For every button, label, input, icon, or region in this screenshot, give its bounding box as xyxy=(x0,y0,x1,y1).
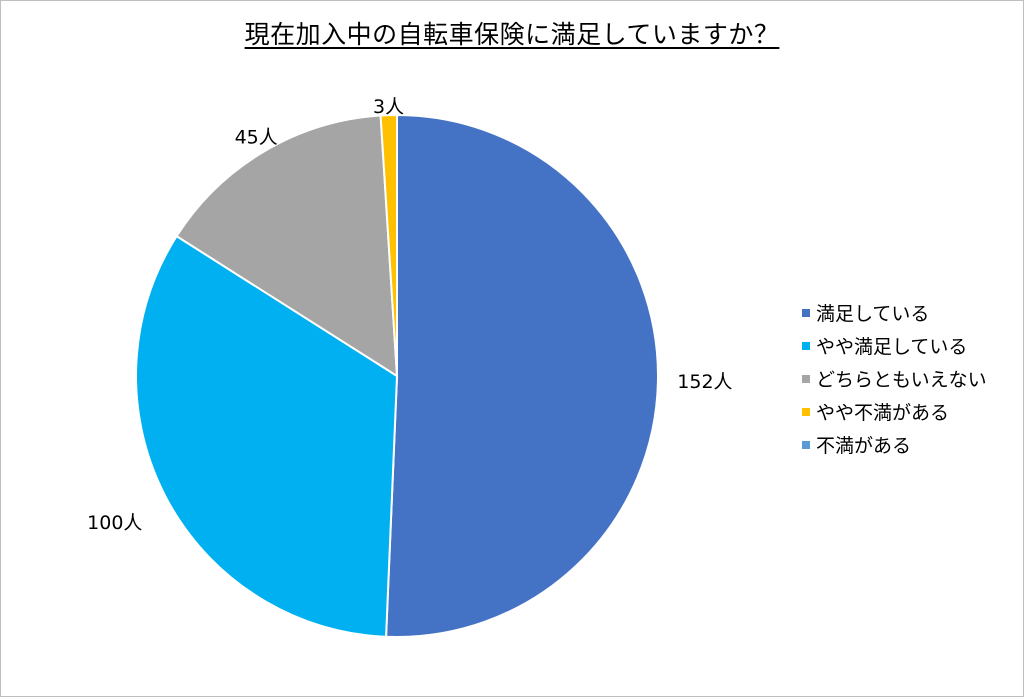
legend-swatch xyxy=(802,440,810,449)
legend-label: やや不満がある xyxy=(816,402,950,424)
legend-item-3: どちらともいえない xyxy=(802,362,987,395)
legend: 満足しているやや満足している どちらともいえない やや不満がある 不満がある xyxy=(802,296,987,461)
legend-item-4: やや不満がある xyxy=(802,395,987,428)
legend-label: どちらともいえない xyxy=(816,369,987,391)
legend-swatch xyxy=(802,341,810,350)
data-label-2: 100人 xyxy=(87,512,142,534)
legend-label: 満足している xyxy=(816,303,930,325)
legend-item-1: 満足している xyxy=(802,296,987,329)
legend-item-5: 不満がある xyxy=(802,428,987,461)
legend-swatch xyxy=(802,407,810,416)
data-label-4: 3人 xyxy=(373,96,404,118)
pie-slice-2 xyxy=(135,234,399,638)
data-label-3: 45人 xyxy=(235,126,278,148)
legend-swatch xyxy=(802,308,810,317)
legend-item-2: やや満足している xyxy=(802,329,987,362)
chart-title: 現在加入中の自転車保険に満足していますか？ xyxy=(244,20,780,49)
pie-slice-3 xyxy=(175,114,399,378)
legend-label: 不満がある xyxy=(816,435,912,457)
legend-label: やや満足している xyxy=(816,336,968,358)
pie-slice-1 xyxy=(385,113,659,638)
data-label-1: 152人 xyxy=(677,371,732,393)
legend-swatch xyxy=(802,374,810,383)
pie-slice-4 xyxy=(379,113,398,377)
